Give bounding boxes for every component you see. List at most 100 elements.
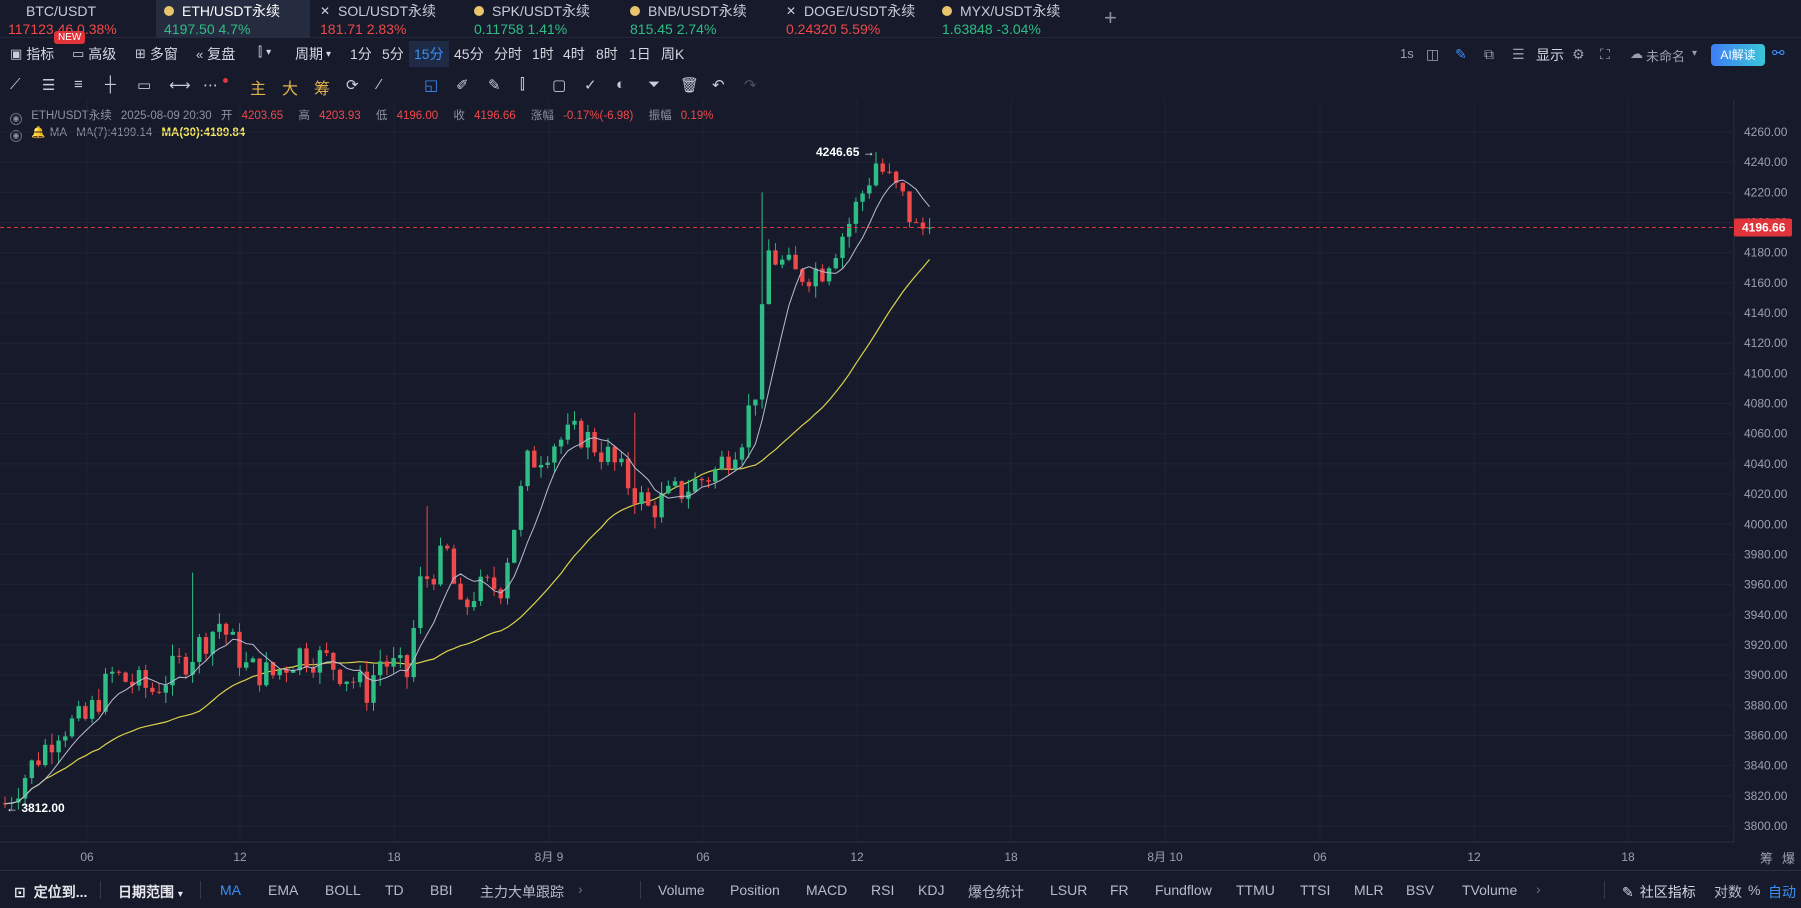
date-range-dropdown[interactable]: 日期范围 ▾ <box>118 884 183 900</box>
chevron-right-icon[interactable]: › <box>578 881 583 897</box>
sub-indicator-12[interactable]: BSV <box>1406 882 1435 898</box>
liquidation-label[interactable]: 爆 <box>1782 851 1796 866</box>
auto-scale-toggle[interactable]: 自动 <box>1768 884 1796 900</box>
template-icon[interactable]: ⧉ <box>1484 46 1494 62</box>
sub-indicator-13[interactable]: TVolume <box>1462 882 1518 898</box>
gear-icon[interactable]: ⚙ <box>1572 46 1585 62</box>
replay-button[interactable]: «复盘 <box>196 46 236 62</box>
interval-7[interactable]: 8时 <box>596 46 618 62</box>
symbol-tab[interactable]: SPK/USDT永续 0.11758 1.41% <box>466 0 616 38</box>
candle-body <box>177 655 182 657</box>
more-tools-icon[interactable]: ⋯ <box>203 77 218 94</box>
percent-scale-toggle[interactable]: % <box>1748 882 1761 898</box>
bell-icon[interactable]: 🔔 <box>31 127 46 139</box>
horizontal-line-icon[interactable]: ┼ <box>105 76 116 93</box>
list-icon[interactable]: ☰ <box>1512 46 1525 62</box>
interval-9[interactable]: 周K <box>661 46 685 62</box>
sub-indicator-6[interactable]: LSUR <box>1050 882 1088 898</box>
magnet-icon[interactable]: ◱ <box>424 77 439 94</box>
redo-icon[interactable]: ↷ <box>744 77 757 94</box>
interval-3[interactable]: 45分 <box>454 46 484 62</box>
interval-2[interactable]: 15分 <box>409 41 449 67</box>
sub-indicator-1[interactable]: Position <box>730 882 780 898</box>
rectangle-icon[interactable]: ▭ <box>137 77 152 94</box>
interval-8[interactable]: 1日 <box>629 46 651 62</box>
main-indicator-td[interactable]: TD <box>385 882 404 898</box>
bars-icon[interactable]: ⫿ <box>520 76 525 93</box>
lock-icon[interactable]: ▢ <box>552 77 567 94</box>
ruler-icon[interactable]: ✐ <box>456 77 469 94</box>
interval-6[interactable]: 4时 <box>563 46 585 62</box>
chevron-right-icon[interactable]: › <box>1536 881 1541 897</box>
main-indicator-ema[interactable]: EMA <box>268 882 299 898</box>
fib-lines-icon[interactable]: ≡ <box>74 76 83 93</box>
eye-icon[interactable]: ◉ <box>10 130 22 142</box>
sub-indicator-2[interactable]: MACD <box>806 882 848 898</box>
sub-indicator-8[interactable]: Fundflow <box>1155 882 1212 898</box>
add-tab-icon[interactable]: + <box>1104 5 1117 30</box>
period-dropdown[interactable]: 周期 ▾ <box>295 46 332 62</box>
candlestick-chart[interactable]: 4260.004240.004220.004200.004180.004160.… <box>0 100 1801 870</box>
main-indicator-bbi[interactable]: BBI <box>430 882 453 898</box>
sub-indicator-10[interactable]: TTSI <box>1300 882 1331 898</box>
interval-0[interactable]: 1分 <box>350 46 372 62</box>
main-chip-toggle[interactable]: 主 <box>250 81 267 98</box>
big-order-toggle[interactable]: 大 <box>282 81 299 98</box>
filter-icon[interactable]: ⏷ <box>648 76 661 93</box>
measure-icon[interactable]: ⟷ <box>169 77 191 94</box>
interval-4[interactable]: 分时 <box>494 46 522 62</box>
advanced-button[interactable]: ▭ 高级 <box>72 46 117 62</box>
sub-indicator-11[interactable]: MLR <box>1354 882 1384 898</box>
multi-window-button[interactable]: ⊞ 多窗 <box>135 46 178 62</box>
brush-icon[interactable]: ✎ <box>488 77 501 94</box>
display-button[interactable]: 显示 <box>1536 47 1564 63</box>
symbol-tab[interactable]: BTC/USDT 117123.46 0.38% NEW <box>0 0 160 44</box>
candle-body <box>451 548 457 584</box>
info-high: 高 4203.93 <box>298 110 361 122</box>
candle-body <box>89 700 95 719</box>
share-icon[interactable]: ⚯ <box>1772 45 1785 62</box>
trash-icon[interactable]: 🗑 <box>680 77 700 94</box>
chart-type-button[interactable]: ⫿ ▾ <box>258 44 271 60</box>
main-indicator-ma[interactable]: MA <box>220 882 241 898</box>
symbol-tab[interactable]: ETH/USDT永续 4197.50 4.7% <box>156 0 310 38</box>
ai-analysis-button[interactable]: AI解读 <box>1711 44 1765 66</box>
symbol-tab[interactable]: MYX/USDT永续 1.63848 -3.04% <box>934 0 1090 38</box>
symbol-tab[interactable]: ✕ SOL/USDT永续 181.71 2.83% <box>312 0 462 38</box>
chip-label[interactable]: 筹 <box>1760 851 1774 866</box>
trendline-icon[interactable]: ⟋ <box>10 76 21 93</box>
symbol-tab[interactable]: BNB/USDT永续 815.45 2.74% <box>622 0 772 38</box>
eraser-pen-icon[interactable]: ⁄ <box>378 76 381 93</box>
interval-1[interactable]: 5分 <box>382 46 404 62</box>
locate-button[interactable]: ⊡ 定位到... <box>14 884 88 900</box>
sub-indicator-5[interactable]: 爆仓统计 <box>968 884 1024 900</box>
close-icon[interactable]: ✕ <box>786 3 797 18</box>
eye-icon[interactable]: ◉ <box>10 113 22 125</box>
sync-icon[interactable]: ⟳ <box>346 77 359 94</box>
candle-body <box>2 803 8 805</box>
symbol-tab[interactable]: ✕ DOGE/USDT永续 0.24320 5.59% <box>778 0 928 38</box>
visibility-icon[interactable]: ◐ <box>616 76 626 93</box>
community-indicator-button[interactable]: ✎ 社区指标 <box>1622 884 1696 900</box>
chip-distribution-toggle[interactable]: 筹 <box>314 81 331 98</box>
camera-icon[interactable]: ◫ <box>1426 46 1440 62</box>
layout-name-dropdown[interactable]: 未命名 <box>1646 49 1686 64</box>
fullscreen-icon[interactable]: ⛶ <box>1600 46 1610 62</box>
main-indicator-boll[interactable]: BOLL <box>325 882 361 898</box>
notes-icon[interactable]: ✓ <box>584 77 597 94</box>
refresh-interval[interactable]: 1s <box>1400 46 1414 61</box>
interval-5[interactable]: 1时 <box>532 46 554 62</box>
undo-icon[interactable]: ↶ <box>712 77 725 94</box>
log-scale-toggle[interactable]: 对数 <box>1714 884 1742 900</box>
close-icon[interactable]: ✕ <box>320 3 331 18</box>
sub-indicator-3[interactable]: RSI <box>871 882 895 898</box>
sub-indicator-7[interactable]: FR <box>1110 882 1129 898</box>
pen-icon[interactable]: ✎ <box>1455 46 1467 62</box>
parallel-lines-icon[interactable]: ☰ <box>42 77 56 94</box>
sub-indicator-0[interactable]: Volume <box>658 882 705 898</box>
sub-indicator-9[interactable]: TTMU <box>1236 882 1275 898</box>
indicator-button[interactable]: ▣ 指标 <box>10 46 55 62</box>
main-indicator-主力大单跟踪[interactable]: 主力大单跟踪 <box>480 884 564 900</box>
y-tick-label: 4260.00 <box>1744 125 1788 139</box>
sub-indicator-4[interactable]: KDJ <box>918 882 945 898</box>
